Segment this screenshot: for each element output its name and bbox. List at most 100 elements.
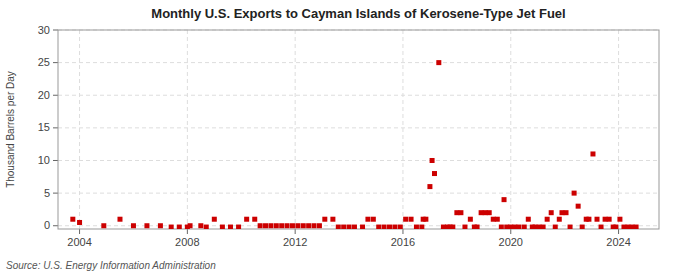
point (306, 223, 311, 228)
point (387, 225, 392, 229)
point (144, 223, 149, 228)
point (198, 223, 203, 228)
x-tick-label: 2008 (175, 236, 199, 248)
point (557, 217, 562, 222)
point (336, 225, 341, 229)
point (430, 158, 435, 163)
x-tick (187, 229, 188, 234)
x-tick (618, 229, 619, 234)
point (572, 191, 577, 196)
point (522, 225, 527, 229)
chart-container: 051015202530200420082012201620202024Mont… (0, 0, 675, 275)
point (580, 225, 585, 229)
point (568, 225, 573, 229)
point (613, 225, 618, 229)
point (330, 217, 335, 222)
y-tick-label: 20 (38, 89, 50, 101)
point (268, 223, 273, 228)
point (352, 225, 357, 229)
point (169, 225, 174, 229)
point (427, 184, 432, 189)
y-tick (53, 62, 58, 63)
x-tick-label: 2004 (67, 236, 91, 248)
point (301, 223, 306, 228)
point (414, 225, 419, 229)
y-grid-line (58, 193, 659, 194)
point (274, 223, 279, 228)
x-tick (402, 229, 403, 234)
chart-svg: 051015202530200420082012201620202024Mont… (0, 0, 675, 275)
point (475, 225, 480, 229)
annotation: Source: U.S. Energy Information Administ… (6, 260, 216, 271)
point (462, 225, 467, 229)
point (398, 225, 403, 229)
point (553, 225, 558, 229)
y-grid-line (58, 160, 659, 161)
title: Monthly U.S. Exports to Cayman Islands o… (151, 6, 565, 21)
y-tick (53, 127, 58, 128)
point (576, 204, 581, 209)
y-tick-label: 0 (44, 219, 50, 231)
point (244, 217, 249, 222)
point (236, 225, 241, 229)
point (228, 225, 233, 229)
point (468, 217, 473, 222)
point (409, 217, 414, 222)
y-tick-label: 25 (38, 56, 50, 68)
x-tick (79, 229, 80, 234)
point (499, 225, 504, 229)
point (188, 223, 193, 228)
y-tick-label: 10 (38, 154, 50, 166)
point (322, 217, 327, 222)
point (177, 225, 182, 229)
point (252, 217, 257, 222)
point (258, 223, 263, 228)
point (541, 225, 546, 229)
x-grid-line (402, 30, 403, 229)
point (502, 197, 507, 202)
y-tick (53, 193, 58, 194)
x-tick (295, 229, 296, 234)
point (586, 217, 591, 222)
point (204, 225, 209, 229)
point (290, 223, 295, 228)
point (312, 223, 317, 228)
point (487, 210, 492, 215)
point (341, 225, 346, 229)
point (131, 223, 136, 228)
point (295, 223, 300, 228)
x-grid-line (295, 30, 296, 229)
y-tick (53, 30, 58, 31)
point (526, 217, 531, 222)
point (117, 217, 122, 222)
point (599, 225, 604, 229)
point (590, 151, 595, 156)
x-tick (510, 229, 511, 234)
point (607, 217, 612, 222)
point (432, 171, 437, 176)
x-tick-label: 2016 (391, 236, 415, 248)
point (392, 225, 397, 229)
point (101, 223, 106, 228)
y-grid-line (58, 62, 659, 63)
y-tick-label: 30 (38, 24, 50, 36)
y-tick-label: 5 (44, 187, 50, 199)
point (317, 223, 322, 228)
x-grid-line (187, 30, 188, 229)
point (360, 225, 365, 229)
point (212, 217, 217, 222)
x-tick-label: 2012 (283, 236, 307, 248)
point (450, 225, 455, 229)
point (617, 217, 622, 222)
point (458, 210, 463, 215)
y-grid-line (58, 127, 659, 128)
y-grid-line (58, 95, 659, 96)
y-tick-label: 15 (38, 121, 50, 133)
grid (58, 30, 659, 229)
axes: 051015202530200420082012201620202024 (38, 24, 659, 249)
point (371, 217, 376, 222)
point (263, 223, 268, 228)
y-tick (53, 160, 58, 161)
point (158, 223, 163, 228)
point (545, 217, 550, 222)
